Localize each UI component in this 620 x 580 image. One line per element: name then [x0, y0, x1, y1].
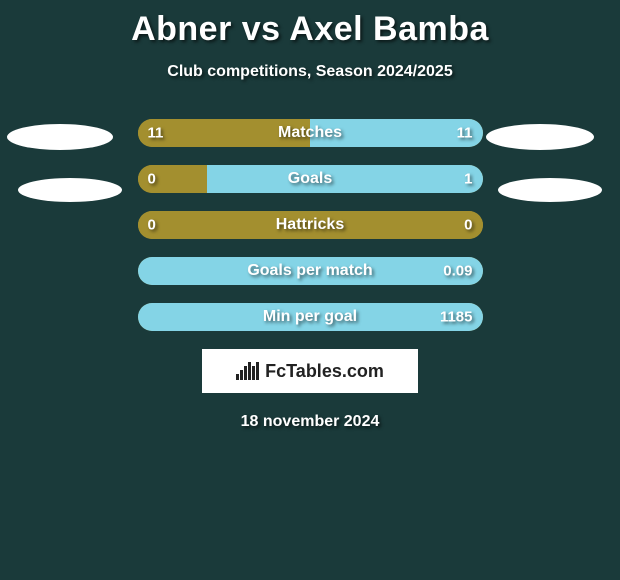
stat-row: Matches1111 — [138, 119, 483, 147]
stat-bar-left — [138, 119, 311, 147]
ellipse-icon — [498, 178, 602, 202]
stat-bar-right — [207, 165, 483, 193]
date-label: 18 november 2024 — [0, 413, 620, 431]
ellipse-icon — [18, 178, 122, 202]
stat-bar-right — [138, 303, 483, 331]
stat-row: Goals per match0.09 — [138, 257, 483, 285]
bars-icon — [236, 362, 259, 380]
stat-bar-right — [138, 257, 483, 285]
stat-row: Goals01 — [138, 165, 483, 193]
logo: FcTables.com — [202, 349, 418, 393]
ellipse-icon — [7, 124, 113, 150]
stat-row: Min per goal1185 — [138, 303, 483, 331]
subtitle: Club competitions, Season 2024/2025 — [0, 63, 620, 81]
stat-row: Hattricks00 — [138, 211, 483, 239]
ellipse-icon — [486, 124, 594, 150]
comparison-bars: Matches1111 Goals01 Hattricks00 Goals per m… — [138, 119, 483, 331]
stat-bar-left — [138, 211, 483, 239]
stat-bar-right — [310, 119, 483, 147]
stat-bar-left — [138, 165, 207, 193]
logo-text: FcTables.com — [236, 361, 384, 382]
logo-label: FcTables.com — [265, 361, 384, 382]
page-title: Abner vs Axel Bamba — [0, 0, 620, 49]
